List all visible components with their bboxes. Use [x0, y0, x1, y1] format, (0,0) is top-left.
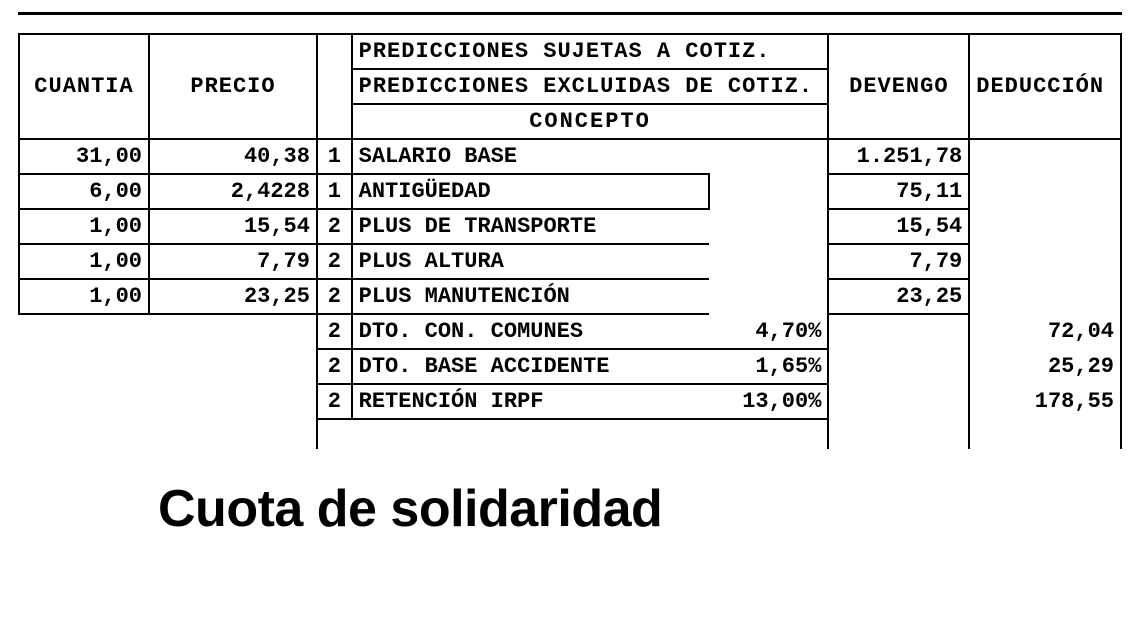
cell-code: 1	[317, 139, 352, 174]
table-row: 2 DTO. BASE ACCIDENTE 1,65% 25,29	[19, 349, 1121, 384]
cell-devengo: 75,11	[828, 174, 969, 209]
col-header-deduccion: DEDUCCIÓN	[969, 34, 1121, 139]
cell-cuantia: 1,00	[19, 244, 149, 279]
cell-cuantia: 1,00	[19, 279, 149, 314]
cell-cuantia: 6,00	[19, 174, 149, 209]
header-concepto: CONCEPTO	[352, 104, 829, 139]
cell-devengo: 15,54	[828, 209, 969, 244]
cell-precio	[149, 349, 317, 384]
cell-deduccion: 72,04	[969, 314, 1121, 349]
cell-code: 2	[317, 209, 352, 244]
cell-concepto: ANTIGÜEDAD	[352, 174, 710, 209]
payroll-document: CUANTIA PRECIO PREDICCIONES SUJETAS A CO…	[0, 0, 1140, 539]
cell-precio: 2,4228	[149, 174, 317, 209]
cell-deduccion	[969, 279, 1121, 314]
cell-devengo	[828, 314, 969, 349]
table-row: 2 RETENCIÓN IRPF 13,00% 178,55	[19, 384, 1121, 419]
cell-pct	[709, 244, 828, 279]
payroll-table: CUANTIA PRECIO PREDICCIONES SUJETAS A CO…	[18, 33, 1122, 449]
col-header-devengo: DEVENGO	[828, 34, 969, 139]
table-row: 2 DTO. CON. COMUNES 4,70% 72,04	[19, 314, 1121, 349]
cell-pct	[709, 279, 828, 314]
cell-deduccion: 178,55	[969, 384, 1121, 419]
col-header-code-blank	[317, 34, 352, 139]
cell-deduccion	[969, 139, 1121, 174]
cell-code: 2	[317, 279, 352, 314]
cell-pct: 13,00%	[709, 384, 828, 419]
col-header-cuantia: CUANTIA	[19, 34, 149, 139]
cell-pct: 1,65%	[709, 349, 828, 384]
top-rule	[18, 12, 1122, 15]
cell-precio	[149, 314, 317, 349]
cell-code: 2	[317, 349, 352, 384]
cell-concepto: RETENCIÓN IRPF	[352, 384, 710, 419]
cell-concepto: PLUS MANUTENCIÓN	[352, 279, 710, 314]
cell-devengo	[828, 349, 969, 384]
cell-code: 2	[317, 244, 352, 279]
cell-concepto: PLUS ALTURA	[352, 244, 710, 279]
cell-code: 2	[317, 384, 352, 419]
cell-pct: 4,70%	[709, 314, 828, 349]
cell-devengo: 1.251,78	[828, 139, 969, 174]
table-tail	[19, 419, 1121, 449]
cell-pct	[709, 139, 828, 174]
cell-devengo: 7,79	[828, 244, 969, 279]
cell-cuantia	[19, 384, 149, 419]
table-row: 1,00 7,79 2 PLUS ALTURA 7,79	[19, 244, 1121, 279]
cell-precio	[149, 384, 317, 419]
header-pred-sujetas: PREDICCIONES SUJETAS A COTIZ.	[352, 34, 829, 69]
cell-cuantia: 1,00	[19, 209, 149, 244]
cell-deduccion	[969, 209, 1121, 244]
cell-concepto: PLUS DE TRANSPORTE	[352, 209, 710, 244]
table-row: 1,00 15,54 2 PLUS DE TRANSPORTE 15,54	[19, 209, 1121, 244]
cell-concepto: DTO. CON. COMUNES	[352, 314, 710, 349]
cell-cuantia: 31,00	[19, 139, 149, 174]
cell-code: 1	[317, 174, 352, 209]
cell-devengo	[828, 384, 969, 419]
cell-concepto: DTO. BASE ACCIDENTE	[352, 349, 710, 384]
cell-precio: 7,79	[149, 244, 317, 279]
header-pred-excluidas: PREDICCIONES EXCLUIDAS DE COTIZ.	[352, 69, 829, 104]
table-row: 31,00 40,38 1 SALARIO BASE 1.251,78	[19, 139, 1121, 174]
cell-precio: 40,38	[149, 139, 317, 174]
cell-cuantia	[19, 349, 149, 384]
cell-devengo: 23,25	[828, 279, 969, 314]
col-header-precio: PRECIO	[149, 34, 317, 139]
cell-deduccion: 25,29	[969, 349, 1121, 384]
header-row-1: CUANTIA PRECIO PREDICCIONES SUJETAS A CO…	[19, 34, 1121, 69]
cell-concepto: SALARIO BASE	[352, 139, 710, 174]
cell-precio: 23,25	[149, 279, 317, 314]
cell-code: 2	[317, 314, 352, 349]
cell-pct	[709, 209, 828, 244]
caption-title: Cuota de solidaridad	[18, 449, 1122, 539]
cell-pct	[709, 174, 828, 209]
cell-precio: 15,54	[149, 209, 317, 244]
table-row: 6,00 2,4228 1 ANTIGÜEDAD 75,11	[19, 174, 1121, 209]
cell-cuantia	[19, 314, 149, 349]
cell-deduccion	[969, 174, 1121, 209]
cell-deduccion	[969, 244, 1121, 279]
table-row: 1,00 23,25 2 PLUS MANUTENCIÓN 23,25	[19, 279, 1121, 314]
